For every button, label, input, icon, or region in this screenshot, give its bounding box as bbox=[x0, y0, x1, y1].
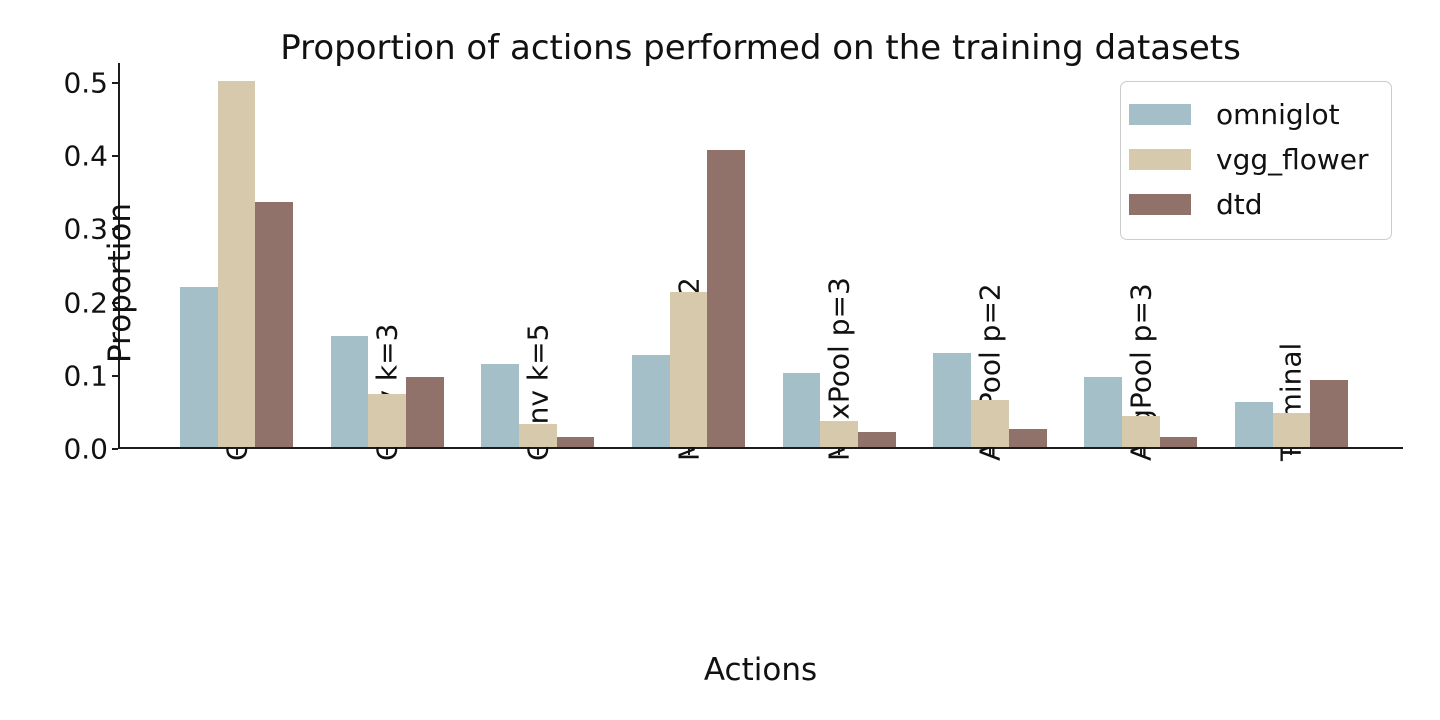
x-tick-mark bbox=[1290, 449, 1293, 455]
y-tick-label: 0.2 bbox=[63, 286, 108, 319]
bar-dtd bbox=[707, 150, 746, 447]
bar-vgg_flower bbox=[1272, 413, 1311, 447]
x-tick-mark bbox=[1139, 449, 1142, 455]
legend-label: dtd bbox=[1216, 188, 1263, 221]
bar-omniglot bbox=[632, 355, 670, 447]
bar-dtd bbox=[1310, 380, 1348, 447]
bar-vgg_flower bbox=[519, 424, 557, 447]
legend-label: omniglot bbox=[1216, 98, 1340, 131]
bar-omniglot bbox=[179, 286, 218, 447]
y-tick-mark bbox=[112, 81, 118, 84]
x-tick-mark bbox=[687, 449, 690, 455]
y-tick-mark bbox=[112, 448, 118, 450]
y-tick-label: 0.1 bbox=[63, 359, 108, 393]
x-tick-mark bbox=[386, 449, 389, 455]
legend-swatch-vgg_flower bbox=[1129, 149, 1191, 170]
y-tick-label: 0.5 bbox=[63, 66, 108, 100]
legend-item-dtd: dtd bbox=[1129, 182, 1375, 227]
y-tick-label: 0.0 bbox=[63, 432, 108, 466]
legend-swatch-omniglot bbox=[1129, 104, 1191, 125]
bar-omniglot bbox=[330, 335, 369, 447]
bar-vgg_flower bbox=[368, 394, 407, 447]
bar-vgg_flower bbox=[669, 292, 708, 447]
legend-swatch-dtd bbox=[1129, 194, 1191, 215]
y-tick-mark bbox=[112, 155, 118, 158]
bar-dtd bbox=[1159, 437, 1198, 447]
y-tick-mark bbox=[112, 374, 118, 377]
legend-item-vgg_flower: vgg_flower bbox=[1129, 137, 1375, 182]
bar-dtd bbox=[556, 436, 595, 447]
bar-omniglot bbox=[481, 363, 520, 447]
bar-dtd bbox=[406, 377, 444, 447]
y-tick-mark bbox=[112, 228, 118, 231]
bar-omniglot bbox=[1084, 376, 1122, 447]
x-axis-label: Actions bbox=[703, 652, 818, 688]
y-axis-label: Proportion bbox=[101, 203, 138, 363]
bar-vgg_flower bbox=[820, 421, 859, 447]
bar-dtd bbox=[1008, 429, 1047, 447]
x-tick-mark bbox=[838, 449, 841, 455]
chart-title: Proportion of actions performed on the t… bbox=[280, 28, 1241, 68]
bar-dtd bbox=[858, 431, 896, 447]
y-tick-label: 0.4 bbox=[63, 139, 108, 173]
bar-omniglot bbox=[782, 373, 821, 447]
x-tick-mark bbox=[235, 449, 238, 455]
legend-label: vgg_flower bbox=[1216, 143, 1369, 176]
y-tick-mark bbox=[112, 301, 118, 304]
bar-vgg_flower bbox=[217, 80, 256, 447]
x-tick-mark bbox=[536, 449, 539, 455]
bar-dtd bbox=[255, 201, 294, 447]
y-tick-label: 0.3 bbox=[63, 212, 108, 246]
bar-omniglot bbox=[933, 352, 972, 447]
x-tick-mark bbox=[989, 449, 991, 455]
legend-item-omniglot: omniglot bbox=[1129, 92, 1375, 137]
bar-omniglot bbox=[1234, 402, 1273, 447]
bar-vgg_flower bbox=[1121, 416, 1160, 447]
bar-vgg_flower bbox=[971, 400, 1009, 447]
